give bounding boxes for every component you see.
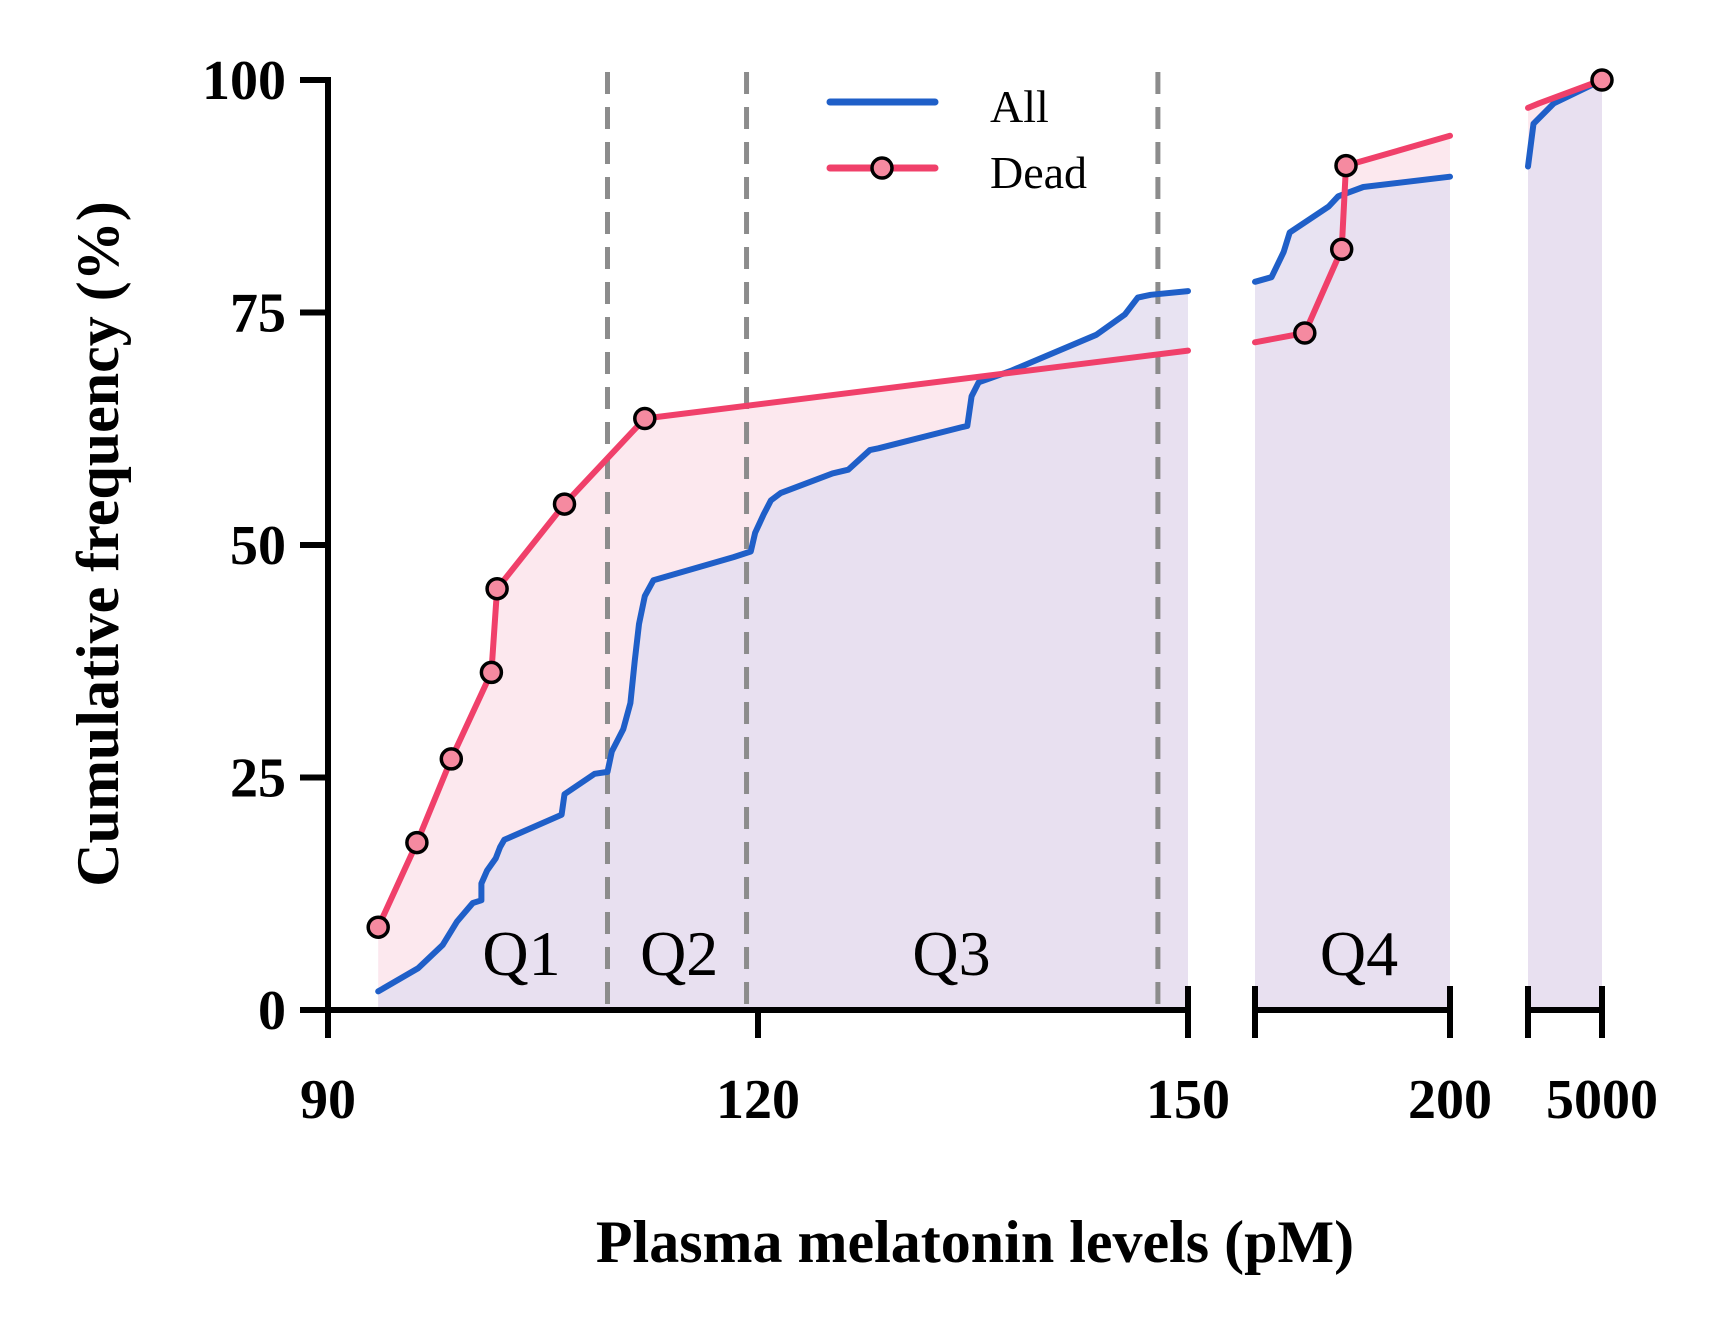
all-area-segment — [1255, 176, 1450, 1010]
dead-point — [552, 492, 577, 516]
dead-point — [1293, 321, 1317, 345]
quartile-label: Q4 — [1320, 918, 1398, 989]
dead-line-segment — [1525, 77, 1605, 111]
all-line-segment — [1252, 173, 1453, 285]
y-tick-label: 50 — [230, 515, 286, 577]
dead-markers — [366, 68, 1614, 939]
quartile-label: Q3 — [912, 918, 990, 989]
quartile-label: Q1 — [482, 918, 560, 989]
dead-line-segment — [375, 347, 1191, 931]
quartile-label: Q2 — [640, 918, 718, 989]
y-tick-label: 100 — [202, 50, 286, 112]
area-fills — [378, 80, 1602, 1011]
legend-dead-label: Dead — [990, 147, 1087, 198]
x-tick-label: 150 — [1146, 1069, 1230, 1131]
dead-point — [1334, 153, 1358, 178]
all-area-segment — [1528, 80, 1602, 1010]
y-tick-label: 75 — [230, 283, 286, 345]
legend: All Dead — [826, 81, 1087, 198]
x-tick-label: 5000 — [1546, 1069, 1658, 1131]
quartile-labels: Q1 Q2 Q3 Q4 — [482, 918, 1398, 989]
dead-point — [633, 406, 657, 431]
legend-dead-marker — [870, 156, 894, 180]
quartile-cutoff-lines — [605, 72, 1161, 1010]
y-axis-label: Cumulative frequency (%) — [65, 201, 131, 887]
x-tick-label: 200 — [1408, 1069, 1492, 1131]
dead-point — [439, 747, 464, 771]
dead-point — [1590, 68, 1614, 92]
x-tick-label: 90 — [300, 1069, 356, 1131]
all-line-segment — [375, 288, 1191, 995]
dead-point — [366, 915, 390, 939]
dead-point — [485, 576, 509, 601]
legend-all-label: All — [990, 81, 1049, 132]
all-area-segment — [378, 291, 1188, 1011]
tick-labels: 0 25 50 75 100 90 120 150 200 5000 — [202, 50, 1658, 1131]
y-tick-label: 25 — [230, 748, 286, 810]
y-tick-label: 0 — [258, 980, 286, 1042]
dead-point — [405, 830, 429, 855]
x-tick-label: 120 — [716, 1069, 800, 1131]
dead-point — [479, 660, 504, 685]
x-axis-label: Plasma melatonin levels (pM) — [596, 1209, 1354, 1275]
axes — [300, 77, 1605, 1038]
dead-point — [1329, 237, 1354, 262]
